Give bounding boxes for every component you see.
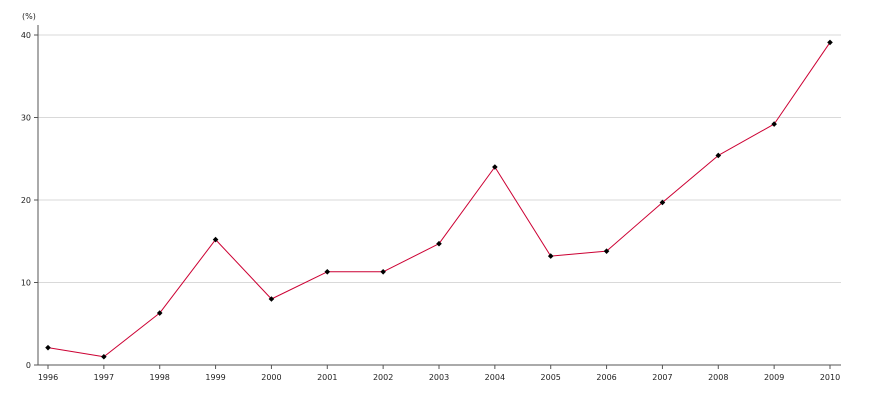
x-tick-label: 2008: [708, 373, 728, 382]
data-point-2005: [547, 253, 554, 259]
x-tick-label: 2003: [429, 373, 449, 382]
data-point-2007: [659, 199, 666, 206]
data-point-2003: [436, 240, 442, 247]
data-point-2001: [324, 268, 331, 275]
grid-layer: [38, 34, 841, 283]
y-tick-label: 20: [21, 196, 31, 205]
axis-layer: [34, 25, 841, 369]
data-point-1998: [156, 310, 163, 316]
y-tick-label: 30: [21, 114, 31, 123]
data-point-2009: [771, 121, 777, 127]
x-tick-label: 2001: [317, 373, 337, 382]
data-point-2002: [380, 268, 386, 275]
x-tick-label: 2004: [485, 373, 505, 382]
x-tick-label: 2009: [764, 373, 784, 382]
y-tick-label: 40: [21, 31, 31, 40]
data-point-2010: [827, 39, 833, 46]
x-tick-label: 1999: [205, 373, 225, 382]
data-point-2008: [715, 152, 722, 159]
marker-layer: [45, 39, 833, 360]
x-tick-label: 2000: [261, 373, 281, 382]
y-tick-label: 10: [21, 279, 31, 288]
x-tick-label: 2010: [820, 373, 840, 382]
data-point-1997: [101, 353, 107, 360]
y-tick-labels: 0 10 20 30 40: [21, 31, 31, 370]
y-axis-unit-label: (%): [22, 12, 36, 21]
data-point-2004: [492, 164, 498, 170]
x-tick-label: 2005: [541, 373, 561, 382]
x-tick-label: 1996: [38, 373, 58, 382]
x-tick-label: 2006: [596, 373, 616, 382]
x-tick-label: 1997: [94, 373, 114, 382]
data-point-1996: [45, 344, 51, 351]
x-tick-labels: 1996 1997 1998 1999 2000 2001 2002 2003 2004 2005…: [38, 373, 840, 382]
data-point-2006: [603, 248, 610, 254]
x-tick-label: 1998: [150, 373, 170, 382]
y-tick-label: 0: [26, 361, 31, 370]
data-point-2000: [268, 296, 275, 302]
x-tick-label: 2002: [373, 373, 393, 382]
x-tick-label: 2007: [652, 373, 672, 382]
data-point-1999: [212, 236, 219, 243]
